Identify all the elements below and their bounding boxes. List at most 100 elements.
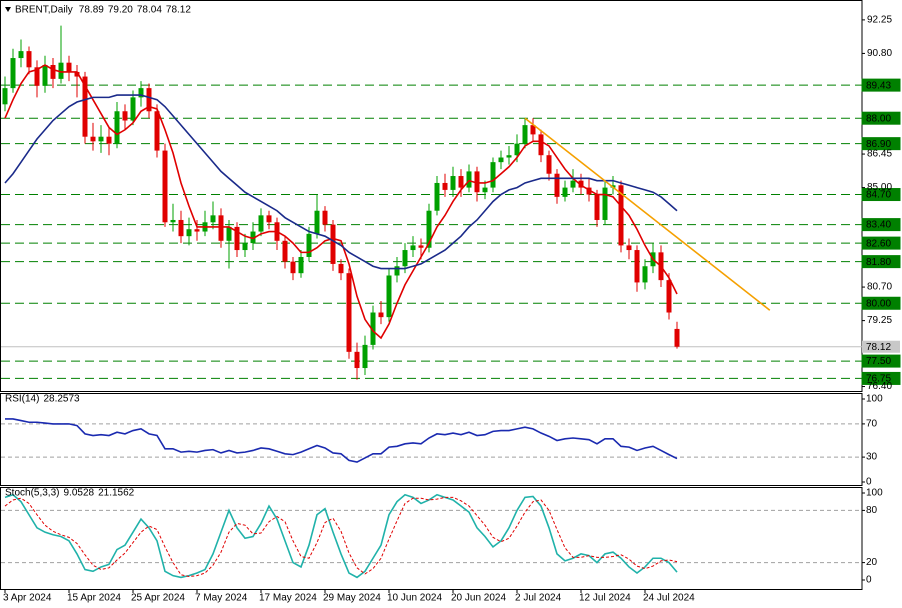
candle-body: [490, 162, 496, 188]
level-label: 82.60: [866, 238, 891, 249]
ohlc-label: 78.12: [166, 5, 191, 16]
candle-body: [122, 111, 128, 121]
level-label: 84.70: [866, 190, 891, 201]
ohlc-label: 78.04: [137, 5, 162, 16]
candle-body: [546, 155, 552, 174]
moving-average: [4, 64, 678, 340]
level-label-box: [861, 255, 901, 269]
y-tick-label: 90.80: [867, 48, 892, 59]
indicator-value: 9.0528: [63, 488, 94, 499]
candle-body: [370, 312, 376, 345]
indicator-title: Stoch(5,3,3): [5, 488, 59, 499]
candle-body: [402, 250, 408, 267]
y-tick-label: 80.70: [867, 282, 892, 293]
level-label-box: [861, 371, 901, 385]
indicator-value: 21.1562: [98, 488, 135, 499]
candle-body: [450, 176, 456, 190]
trendline: [524, 117, 771, 311]
candle-body: [194, 229, 200, 232]
y-tick-label: 0: [866, 575, 872, 586]
indicator-title: RSI(14): [5, 394, 39, 405]
x-tick-label: 7 May 2024: [195, 593, 248, 604]
candle-body: [634, 250, 640, 283]
level-label-box: [861, 236, 901, 250]
candle-body: [186, 229, 192, 237]
candle-body: [514, 143, 520, 156]
candle-body: [466, 171, 472, 188]
x-tick-label: 29 May 2024: [323, 593, 381, 604]
indicator-line: [4, 496, 678, 578]
candle-body: [226, 226, 232, 241]
last-price-box: [862, 340, 900, 353]
x-tick-label: 17 May 2024: [259, 593, 317, 604]
candle-body: [410, 245, 416, 251]
symbol-label: BRENT,Daily: [15, 5, 73, 16]
x-tick-label: 3 Apr 2024: [3, 593, 52, 604]
candle-body: [578, 180, 584, 188]
candle-body: [298, 256, 304, 274]
candle-body: [498, 157, 504, 163]
level-label: 89.43: [866, 80, 891, 91]
candle-body: [178, 219, 184, 237]
candle-body: [154, 111, 160, 151]
candle-body: [106, 136, 112, 144]
indicator-value: 28.2573: [43, 394, 80, 405]
y-tick-label: 0: [866, 477, 872, 488]
x-tick-label: 12 Jul 2024: [579, 593, 631, 604]
candle-body: [394, 266, 400, 276]
y-tick-label: 20: [866, 557, 878, 568]
candle-body: [114, 111, 120, 144]
y-tick-label: 30: [866, 452, 878, 463]
x-tick-label: 15 Apr 2024: [67, 593, 121, 604]
candle-body: [330, 224, 336, 264]
x-tick-label: 20 Jun 2024: [451, 593, 506, 604]
candle-body: [74, 71, 80, 77]
x-tick-label: 24 Jul 2024: [643, 593, 695, 604]
candle-body: [234, 226, 240, 251]
indicator-line: [4, 493, 678, 579]
y-tick-label: 70: [866, 419, 878, 430]
candle-body: [418, 245, 424, 248]
last-price-label: 78.12: [866, 342, 891, 353]
candle-body: [18, 51, 24, 59]
candle-body: [146, 88, 152, 112]
candle-body: [170, 219, 176, 223]
candle-body: [306, 233, 312, 257]
level-label-box: [861, 218, 901, 232]
y-tick-label: 92.25: [867, 15, 892, 26]
level-label: 77.50: [866, 356, 891, 367]
x-tick-label: 10 Jun 2024: [387, 593, 442, 604]
y-tick-label: 80: [866, 505, 878, 516]
candle-body: [266, 215, 272, 223]
level-label: 76.75: [866, 374, 891, 385]
moving-average: [4, 94, 678, 270]
candle-body: [210, 215, 216, 223]
candle-body: [50, 64, 56, 79]
candle-body: [346, 273, 352, 352]
candle-body: [426, 210, 432, 248]
candle-body: [594, 194, 600, 220]
y-tick-label: 100: [866, 394, 883, 405]
candle-body: [554, 173, 560, 197]
candle-body: [314, 210, 320, 234]
candle-body: [162, 150, 168, 223]
candle-body: [338, 263, 344, 274]
x-tick-label: 25 Apr 2024: [131, 593, 185, 604]
y-tick-label: 79.25: [867, 315, 892, 326]
candle-body: [354, 351, 360, 369]
level-label: 88.00: [866, 113, 891, 124]
level-label-box: [861, 78, 901, 92]
level-label-box: [861, 137, 901, 151]
level-label: 81.80: [866, 257, 891, 268]
candle-body: [10, 58, 16, 89]
candle-body: [90, 136, 96, 142]
candle-body: [66, 62, 72, 72]
candle-body: [474, 171, 480, 193]
candle-body: [482, 187, 488, 193]
candle-body: [98, 136, 104, 142]
candle-body: [586, 187, 592, 195]
level-label: 83.40: [866, 220, 891, 231]
candle-body: [458, 176, 464, 188]
stoch-panel-frame: [0, 487, 863, 590]
